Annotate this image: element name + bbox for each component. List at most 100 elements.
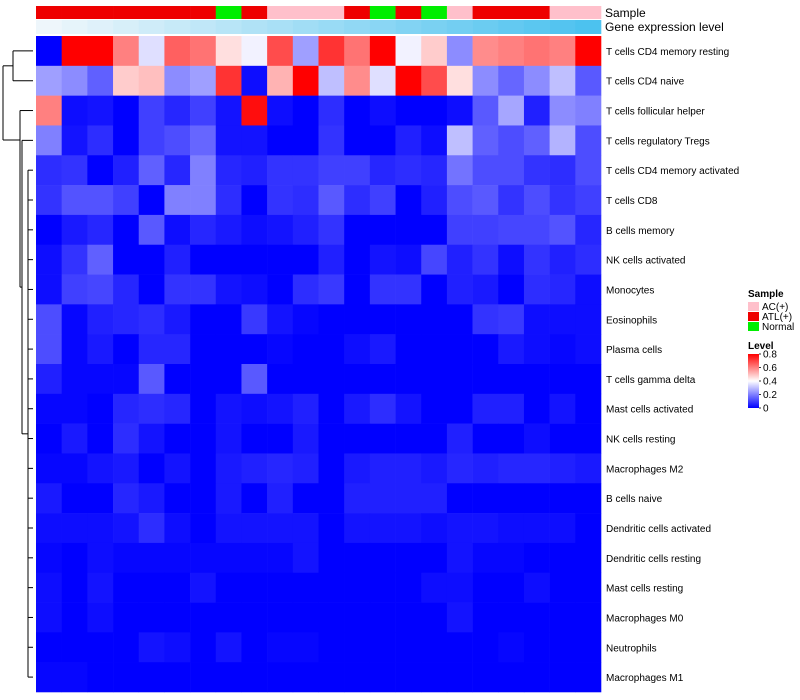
heatmap-cell: [421, 334, 448, 365]
heatmap-cell: [61, 155, 88, 186]
heatmap-cell: [318, 662, 345, 693]
heatmap-cell: [446, 304, 473, 335]
heatmap-cell: [498, 572, 525, 603]
heatmap-cell: [190, 483, 217, 514]
heatmap-cell: [549, 36, 576, 67]
heatmap-cell: [36, 334, 62, 365]
heatmap-cell: [549, 542, 576, 574]
expression-annotation-cell: [61, 20, 88, 34]
heatmap-cell: [395, 214, 422, 246]
heatmap-cell: [292, 214, 319, 246]
heatmap-cell: [164, 244, 191, 275]
heatmap-cell: [395, 364, 422, 395]
heatmap-cell: [395, 542, 422, 574]
heatmap-cell: [61, 483, 88, 514]
sample-annotation-cell: [292, 6, 319, 19]
heatmap-cell: [292, 65, 319, 96]
heatmap-cell: [36, 244, 62, 275]
heatmap-cell: [523, 125, 550, 156]
heatmap-cell: [267, 65, 294, 96]
heatmap-cell: [215, 393, 242, 424]
expression-annotation-cell: [344, 20, 371, 34]
heatmap-cell: [267, 304, 294, 335]
heatmap-cell: [113, 214, 140, 246]
heatmap-cell: [113, 244, 140, 275]
heatmap-cell: [421, 572, 448, 603]
level-legend-tick-label: 0.6: [763, 363, 777, 374]
heatmap-cell: [113, 304, 140, 335]
heatmap-cell: [113, 274, 140, 305]
heatmap-cell: [395, 423, 422, 454]
heatmap-cell: [369, 364, 396, 395]
heatmap-cell: [215, 185, 242, 216]
heatmap-cell: [113, 453, 140, 484]
heatmap-cell: [241, 334, 268, 365]
heatmap-cell: [421, 244, 448, 275]
heatmap-cell: [164, 453, 191, 484]
heatmap-cell: [292, 602, 319, 633]
heatmap-cell: [61, 542, 88, 574]
heatmap-cell: [421, 453, 448, 484]
heatmap-cell: [241, 65, 268, 96]
row-label: NK cells resting: [606, 435, 675, 446]
heatmap-cell: [472, 334, 499, 365]
heatmap-cell: [36, 214, 62, 246]
expression-level-annotation-track: [36, 20, 602, 34]
heatmap-cell: [215, 483, 242, 514]
heatmap-cell: [498, 513, 525, 544]
heatmap-cell: [267, 662, 294, 693]
heatmap-cell: [498, 662, 525, 693]
heatmap-cell: [292, 572, 319, 603]
heatmap-cell: [395, 65, 422, 96]
heatmap-cell: [36, 632, 62, 663]
heatmap-cell: [318, 423, 345, 454]
heatmap-cell: [472, 244, 499, 275]
heatmap-cell: [549, 65, 576, 96]
heatmap-cell: [267, 632, 294, 663]
heatmap-cell: [61, 662, 88, 693]
heatmap-cell: [267, 244, 294, 275]
heatmap-cell: [369, 393, 396, 424]
heatmap-cell: [164, 155, 191, 186]
heatmap-cell: [395, 155, 422, 186]
heatmap-cell: [113, 632, 140, 663]
heatmap-cell: [164, 185, 191, 216]
heatmap-cell: [549, 423, 576, 454]
heatmap-cell: [575, 364, 602, 395]
heatmap-cell: [61, 453, 88, 484]
heatmap-cell: [36, 572, 62, 603]
heatmap-cell: [369, 65, 396, 96]
row-label: T cells gamma delta: [606, 375, 696, 386]
heatmap-cell: [369, 95, 396, 126]
heatmap-cell: [344, 214, 371, 246]
heatmap-cell: [138, 632, 165, 663]
heatmap-cell: [61, 65, 88, 96]
heatmap-cell: [549, 364, 576, 395]
heatmap-cell: [446, 542, 473, 574]
heatmap-cell: [498, 244, 525, 275]
heatmap-cell: [523, 393, 550, 424]
heatmap-cell: [113, 36, 140, 67]
heatmap-cell: [241, 185, 268, 216]
heatmap-cell: [523, 95, 550, 126]
heatmap-cell: [446, 274, 473, 305]
heatmap-cell: [344, 244, 371, 275]
heatmap-cell: [369, 214, 396, 246]
sample-annotation-cell: [472, 6, 499, 19]
heatmap-cell: [138, 542, 165, 574]
heatmap-cell: [164, 393, 191, 424]
heatmap-cell: [190, 65, 217, 96]
heatmap-cell: [446, 364, 473, 395]
heatmap-cell: [267, 453, 294, 484]
sample-legend-swatch: [748, 302, 759, 311]
heatmap-cell: [421, 155, 448, 186]
heatmap-cell: [369, 36, 396, 67]
heatmap-cell: [164, 36, 191, 67]
heatmap-cell: [549, 155, 576, 186]
sample-legend-label: Normal: [762, 322, 794, 333]
sample-annotation-cell: [36, 6, 62, 19]
heatmap-cell: [472, 453, 499, 484]
expression-annotation-cell: [549, 20, 576, 34]
heatmap-cell: [575, 542, 602, 574]
heatmap-cell: [292, 393, 319, 424]
